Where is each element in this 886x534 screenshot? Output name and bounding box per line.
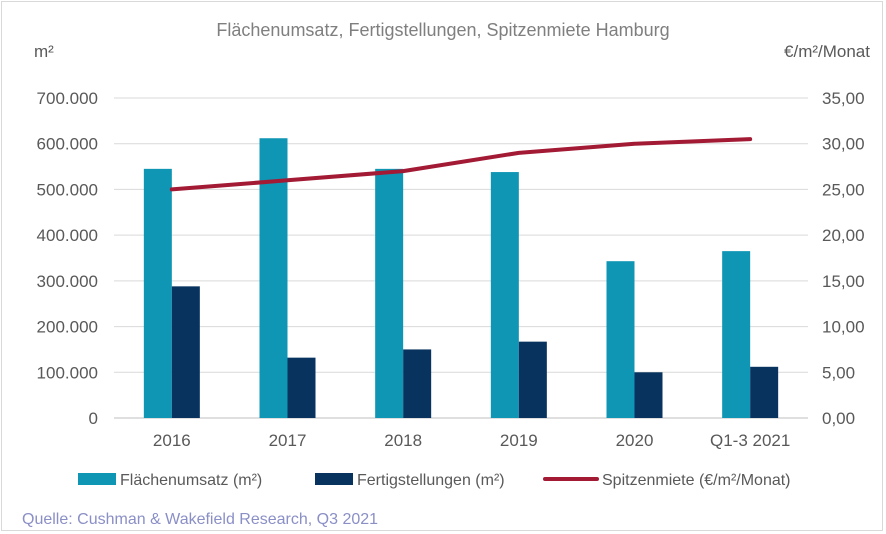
y-right-tick-label: 5,00 [822, 363, 855, 382]
bar-flaechenumsatz [490, 172, 519, 418]
bar-flaechenumsatz [722, 251, 751, 418]
bar-fertigstellungen [287, 357, 316, 418]
bar-fertigstellungen [171, 286, 200, 418]
y-left-tick-label: 100.000 [37, 363, 98, 382]
bar-flaechenumsatz [143, 168, 172, 418]
y-left-tick-label: 0 [89, 409, 98, 428]
x-ticks: 2016 2017 2018 2019 2020 Q1-3 2021 [153, 431, 790, 450]
bar-fertigstellungen [634, 372, 663, 418]
bar-flaechenumsatz [606, 261, 635, 418]
y-left-tick-label: 500.000 [37, 180, 98, 199]
legend-label: Fertigstellungen (m²) [357, 472, 505, 489]
y-right-tick-label: 25,00 [822, 180, 865, 199]
y-right-tick-label: 15,00 [822, 272, 865, 291]
legend-swatch [78, 473, 116, 485]
y-left-tick-label: 300.000 [37, 272, 98, 291]
x-tick-label: 2017 [269, 431, 307, 450]
gridlines [114, 97, 808, 419]
y-right-tick-label: 0,00 [822, 409, 855, 428]
y-right-tick-label: 35,00 [822, 89, 865, 108]
x-tick-label: 2018 [384, 431, 422, 450]
y-left-ticks: 0 100.000 200.000 300.000 400.000 500.000 600.… [37, 89, 98, 428]
y-left-axis-label: m² [34, 42, 54, 61]
bar-fertigstellungen [750, 366, 779, 418]
source-note: Quelle: Cushman & Wakefield Research, Q3… [22, 511, 378, 528]
bar-flaechenumsatz [259, 138, 288, 418]
legend: Flächenumsatz (m²) Fertigstellungen (m²) S… [78, 472, 791, 489]
x-tick-label: 2019 [500, 431, 538, 450]
y-right-tick-label: 10,00 [822, 318, 865, 337]
bar-flaechenumsatz [375, 168, 404, 418]
chart-title: Flächenumsatz, Fertigstellungen, Spitzen… [216, 20, 669, 40]
y-left-tick-label: 400.000 [37, 226, 98, 245]
y-left-tick-label: 600.000 [37, 135, 98, 154]
bar-fertigstellungen [518, 341, 547, 418]
legend-swatch [315, 473, 353, 485]
x-tick-label: Q1-3 2021 [710, 431, 790, 450]
line-spitzenmiete [169, 137, 753, 192]
x-tick-label: 2020 [616, 431, 654, 450]
x-tick-label: 2016 [153, 431, 191, 450]
legend-label: Spitzenmiete (€/m²/Monat) [602, 472, 791, 489]
rent-line [169, 137, 753, 192]
y-left-tick-label: 700.000 [37, 89, 98, 108]
y-right-axis-label: €/m²/Monat [784, 42, 870, 61]
y-right-ticks: 0,00 5,00 10,00 15,00 20,00 25,00 30,00 35,00 [822, 89, 865, 428]
y-right-tick-label: 30,00 [822, 135, 865, 154]
bars [143, 138, 779, 418]
bar-fertigstellungen [403, 349, 432, 418]
y-left-tick-label: 200.000 [37, 318, 98, 337]
y-right-tick-label: 20,00 [822, 226, 865, 245]
legend-label: Flächenumsatz (m²) [120, 472, 262, 489]
